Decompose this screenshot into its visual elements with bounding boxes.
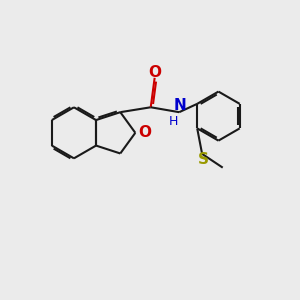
Text: O: O (148, 65, 161, 80)
Text: H: H (169, 115, 178, 128)
Text: O: O (139, 125, 152, 140)
Text: S: S (198, 152, 208, 167)
Text: N: N (174, 98, 187, 113)
